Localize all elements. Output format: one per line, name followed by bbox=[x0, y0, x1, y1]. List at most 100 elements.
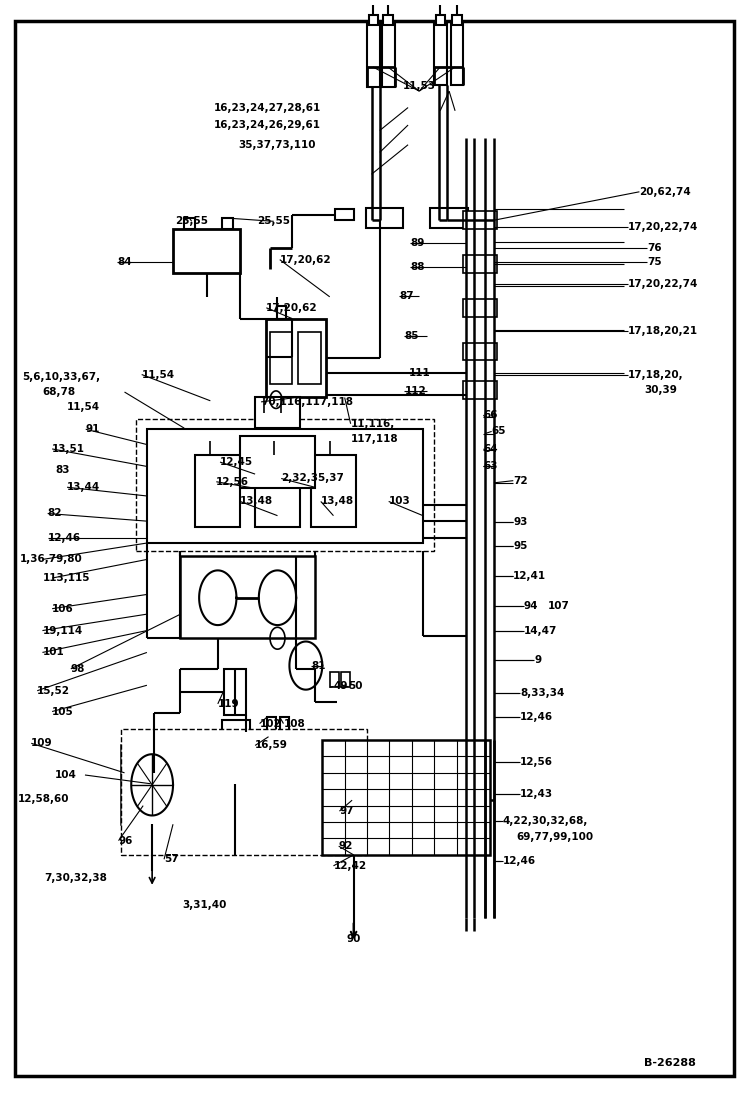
Bar bbox=[436, 14, 446, 25]
Text: 12,41: 12,41 bbox=[513, 570, 547, 580]
Text: 88: 88 bbox=[410, 262, 425, 272]
Bar bbox=[277, 306, 286, 319]
Text: 1,36,79,80: 1,36,79,80 bbox=[20, 554, 83, 565]
Text: 12,58,60: 12,58,60 bbox=[18, 794, 70, 804]
Text: 82: 82 bbox=[48, 509, 62, 519]
Bar bbox=[224, 669, 246, 715]
Text: 2,32,35,37: 2,32,35,37 bbox=[281, 474, 344, 484]
Bar bbox=[311, 455, 356, 527]
Text: 63: 63 bbox=[483, 462, 498, 472]
Bar bbox=[173, 229, 240, 273]
Text: 64: 64 bbox=[483, 444, 498, 454]
Text: 17,20,62: 17,20,62 bbox=[279, 255, 331, 264]
Bar bbox=[136, 419, 434, 551]
Text: 16,23,24,27,28,61: 16,23,24,27,28,61 bbox=[214, 102, 321, 113]
Text: 17,18,20,21: 17,18,20,21 bbox=[628, 326, 698, 336]
Text: 8,33,34: 8,33,34 bbox=[520, 688, 565, 698]
Text: 25,55: 25,55 bbox=[257, 216, 291, 226]
Bar bbox=[463, 299, 497, 317]
Text: 96: 96 bbox=[118, 836, 133, 846]
Bar bbox=[240, 436, 315, 488]
Text: 12,46: 12,46 bbox=[48, 532, 81, 543]
Text: 15,52: 15,52 bbox=[37, 686, 70, 695]
Bar bbox=[195, 455, 240, 527]
Text: 12,43: 12,43 bbox=[520, 789, 554, 799]
Bar bbox=[463, 342, 497, 360]
Text: 72: 72 bbox=[513, 476, 528, 486]
Text: 85: 85 bbox=[404, 331, 419, 341]
Bar bbox=[222, 721, 250, 783]
Text: 11,54: 11,54 bbox=[67, 403, 100, 412]
Text: 16,23,24,26,29,61: 16,23,24,26,29,61 bbox=[214, 120, 321, 131]
Bar bbox=[434, 23, 447, 84]
Text: 69,77,99,100: 69,77,99,100 bbox=[516, 833, 593, 842]
Text: 83: 83 bbox=[56, 465, 70, 475]
Text: 9: 9 bbox=[534, 655, 542, 665]
Bar bbox=[298, 332, 321, 384]
Text: 87: 87 bbox=[399, 291, 413, 301]
Text: 13,48: 13,48 bbox=[321, 497, 354, 507]
Text: 12,56: 12,56 bbox=[520, 757, 553, 767]
Text: 13,48: 13,48 bbox=[240, 497, 273, 507]
Text: 81: 81 bbox=[311, 660, 326, 670]
Bar bbox=[369, 14, 378, 25]
Text: 25,55: 25,55 bbox=[175, 216, 208, 226]
Text: 12,46: 12,46 bbox=[503, 857, 536, 867]
Bar bbox=[270, 332, 292, 384]
Text: 108: 108 bbox=[283, 719, 305, 728]
Bar bbox=[267, 717, 276, 737]
Text: 4,22,30,32,68,: 4,22,30,32,68, bbox=[503, 816, 588, 826]
Bar bbox=[222, 218, 233, 229]
Text: 49: 49 bbox=[333, 681, 348, 691]
Bar bbox=[181, 556, 315, 638]
Text: 17,18,20,: 17,18,20, bbox=[628, 370, 684, 380]
Text: 50: 50 bbox=[348, 681, 363, 691]
Bar bbox=[255, 455, 300, 527]
Text: 75: 75 bbox=[647, 257, 661, 267]
Bar bbox=[255, 397, 300, 428]
Bar bbox=[322, 740, 490, 855]
Text: 19,114: 19,114 bbox=[43, 625, 82, 635]
Text: 104: 104 bbox=[55, 770, 77, 780]
Text: 97: 97 bbox=[339, 806, 354, 816]
Text: 109: 109 bbox=[31, 738, 53, 748]
Text: B-26288: B-26288 bbox=[643, 1058, 695, 1067]
Text: 105: 105 bbox=[52, 706, 74, 716]
Bar bbox=[184, 218, 195, 229]
Text: 98: 98 bbox=[71, 664, 85, 674]
Text: 112: 112 bbox=[404, 386, 426, 396]
Bar bbox=[121, 746, 184, 824]
Bar bbox=[367, 23, 380, 87]
Text: 7,30,32,38: 7,30,32,38 bbox=[45, 873, 108, 883]
Bar bbox=[463, 212, 497, 229]
Text: 12,46: 12,46 bbox=[520, 712, 554, 722]
Text: 66: 66 bbox=[483, 410, 498, 420]
Text: 11,116,: 11,116, bbox=[351, 419, 395, 429]
Text: 35,37,73,110: 35,37,73,110 bbox=[239, 139, 316, 149]
Text: 70,116,117,118: 70,116,117,118 bbox=[261, 397, 353, 407]
Text: 13,44: 13,44 bbox=[67, 483, 100, 493]
Text: 13,51: 13,51 bbox=[52, 444, 85, 454]
Text: 94: 94 bbox=[524, 601, 539, 611]
Text: 17,20,62: 17,20,62 bbox=[267, 303, 318, 313]
Text: 17,20,22,74: 17,20,22,74 bbox=[628, 222, 699, 231]
Bar bbox=[147, 429, 423, 543]
Text: 20,62,74: 20,62,74 bbox=[640, 186, 691, 196]
Text: 91: 91 bbox=[85, 425, 100, 434]
Text: 102: 102 bbox=[260, 719, 282, 728]
Bar bbox=[451, 23, 464, 84]
Bar bbox=[382, 23, 395, 87]
Text: 103: 103 bbox=[389, 497, 410, 507]
Text: 11,54: 11,54 bbox=[142, 370, 175, 380]
Text: 65: 65 bbox=[491, 427, 506, 437]
Text: 119: 119 bbox=[218, 699, 240, 709]
Text: 93: 93 bbox=[513, 518, 528, 528]
Text: 12,56: 12,56 bbox=[216, 477, 249, 487]
Text: 101: 101 bbox=[43, 647, 64, 657]
Text: 76: 76 bbox=[647, 242, 661, 252]
Text: 92: 92 bbox=[339, 841, 353, 851]
Bar bbox=[341, 672, 350, 688]
Text: 16,59: 16,59 bbox=[255, 740, 288, 750]
Bar bbox=[431, 208, 468, 228]
Text: 117,118: 117,118 bbox=[351, 434, 398, 444]
